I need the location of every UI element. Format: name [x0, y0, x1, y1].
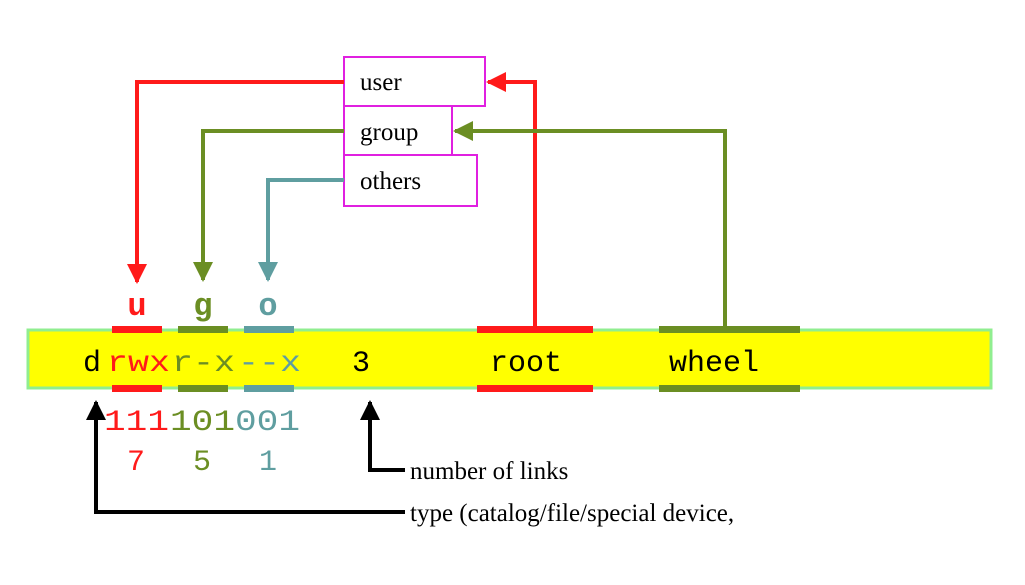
links-arrow — [360, 400, 405, 472]
user-box-label: user — [360, 69, 402, 96]
group-perm-top-bar — [178, 326, 228, 333]
owner-bottom-bar — [477, 385, 593, 392]
user-binary: 111 — [104, 406, 169, 440]
link-count: 3 — [352, 347, 370, 381]
user-owner-arrow — [486, 72, 537, 327]
type-label: type (catalog/file/special device, — [410, 500, 734, 527]
listing-bar — [26, 328, 993, 390]
others-perm-bottom-bar — [244, 385, 294, 392]
others-binary: 001 — [235, 406, 300, 440]
others-left-arrow — [258, 178, 344, 282]
user-box — [343, 56, 486, 107]
others-permissions: --x — [238, 347, 301, 381]
user-left-arrow — [127, 80, 344, 284]
group-box-label: group — [360, 119, 418, 146]
group-owner-arrow — [453, 121, 727, 327]
links-label: number of links — [410, 458, 568, 485]
file-type-char: d — [83, 347, 101, 381]
group-permissions: r-x — [172, 347, 235, 381]
group-perm-bottom-bar — [178, 385, 228, 392]
group-left-arrow — [193, 129, 344, 282]
group-binary: 101 — [170, 406, 235, 440]
others-box — [343, 154, 478, 207]
others-perm-top-bar — [244, 326, 294, 333]
user-octal: 7 — [127, 446, 145, 480]
type-arrow — [86, 400, 405, 514]
group-name-top-bar — [659, 326, 800, 333]
others-octal: 1 — [259, 446, 277, 480]
others-box-label: others — [360, 168, 421, 195]
letter-u: u — [127, 288, 146, 325]
user-perm-top-bar — [112, 326, 162, 333]
user-permissions: rwx — [107, 347, 170, 381]
group-name: wheel — [669, 347, 759, 381]
user-perm-bottom-bar — [112, 385, 162, 392]
owner-top-bar — [477, 326, 593, 333]
letter-g: g — [193, 288, 212, 325]
letter-o: o — [258, 288, 277, 325]
group-octal: 5 — [193, 446, 211, 480]
group-name-bottom-bar — [659, 385, 800, 392]
owner-name: root — [490, 347, 562, 381]
